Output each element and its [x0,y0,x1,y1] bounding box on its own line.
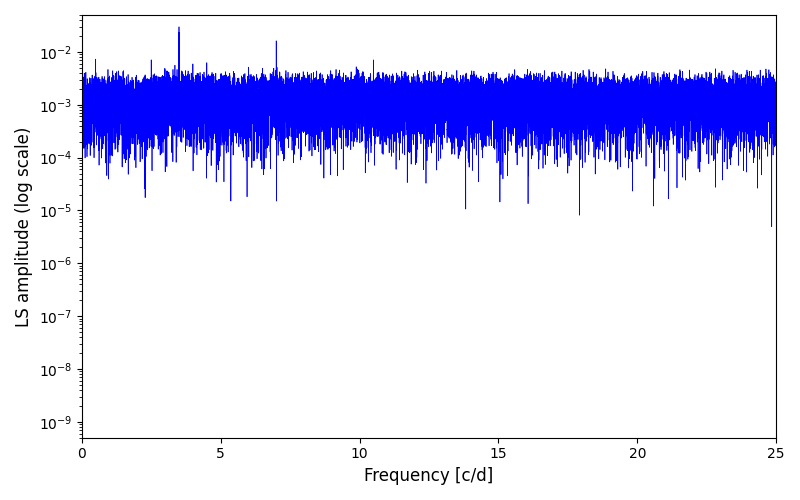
X-axis label: Frequency [c/d]: Frequency [c/d] [364,467,494,485]
Y-axis label: LS amplitude (log scale): LS amplitude (log scale) [15,126,33,326]
